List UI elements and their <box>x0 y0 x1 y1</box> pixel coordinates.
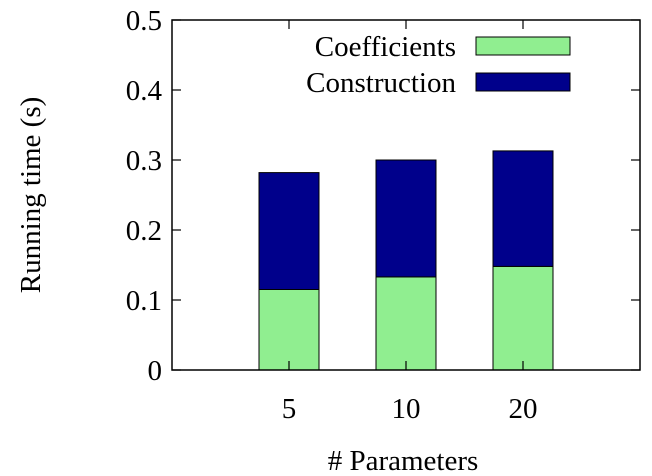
legend-label-coefficients: Coefficients <box>315 31 456 63</box>
y-tick-label: 0.3 <box>126 145 162 177</box>
bars-layer <box>258 150 554 371</box>
y-tick-label: 0.4 <box>126 75 163 107</box>
bar-coefficients-10 <box>375 276 437 371</box>
y-tick-label: 0.2 <box>126 215 162 247</box>
y-axis-title: Running time (s) <box>15 97 47 294</box>
x-tick-label: 10 <box>392 393 421 425</box>
legend: Coefficients Construction <box>306 31 571 99</box>
bar-coefficients-20 <box>492 265 554 371</box>
bar-coefficients-5 <box>258 289 320 371</box>
bar-construction-10 <box>375 159 437 278</box>
y-tick-label: 0.5 <box>126 5 162 37</box>
x-axis-title: # Parameters <box>328 445 479 476</box>
x-tick-label: 20 <box>509 393 538 425</box>
legend-swatch-coefficients <box>475 36 571 56</box>
y-tick-label: 0 <box>148 355 163 387</box>
x-tick-labels: 5 10 20 <box>282 393 538 425</box>
y-tick-label: 0.1 <box>126 285 162 317</box>
axis-ticks <box>172 19 640 371</box>
legend-label-construction: Construction <box>306 67 456 99</box>
bar-construction-5 <box>258 172 320 291</box>
legend-swatch-construction <box>475 72 571 92</box>
x-tick-label: 5 <box>282 393 297 425</box>
y-tick-labels: 0 0.1 0.2 0.3 0.4 0.5 <box>126 5 163 387</box>
bar-construction-20 <box>492 150 554 267</box>
